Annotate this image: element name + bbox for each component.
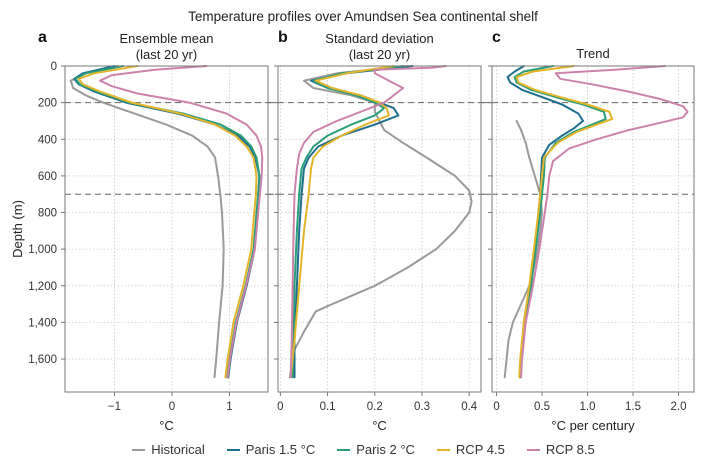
panels: a Ensemble mean(last 20 yr)−1 0 10200400600… (28, 29, 695, 433)
y-axis-label: Depth (m) (10, 200, 25, 258)
series-line-rcp-4-5 (289, 65, 395, 379)
panel-title: Trend (576, 46, 609, 61)
legend-item: RCP 8.5 (526, 442, 595, 457)
legend-swatch (132, 448, 146, 451)
x-tick-label: 0 (277, 401, 283, 413)
y-tick-label: 0 (51, 61, 57, 73)
x-tick-label: 1.0 (580, 401, 596, 413)
legend-item: Paris 1.5 °C (226, 442, 316, 457)
plot-frame (491, 65, 695, 393)
x-tick-label: 0.3 (414, 401, 430, 413)
plot-frame (64, 65, 269, 393)
legend-label: Paris 2 °C (356, 442, 415, 457)
y-tick-label: 1,600 (28, 354, 57, 366)
chart-title: Temperature profiles over Amundsen Sea c… (188, 9, 538, 24)
x-axis-label: °C (159, 418, 174, 433)
legend-label: RCP 8.5 (545, 442, 595, 457)
legend-swatch (436, 448, 450, 451)
panel-title: (last 20 yr) (349, 47, 410, 62)
legend-label: RCP 4.5 (455, 442, 505, 457)
legend-label: Paris 1.5 °C (245, 442, 316, 457)
panel-b: b Standard deviation(last 20 yr) 0 0.1 0.2 0.… (268, 29, 491, 433)
y-tick-label: 400 (38, 134, 57, 146)
series-line-rcp-8-5 (520, 65, 689, 379)
series-line-rcp-4-5 (515, 65, 614, 379)
legend-label: Historical (151, 442, 205, 457)
y-tick-label: 1,200 (28, 281, 57, 293)
series-line-paris-1-5-c (293, 65, 414, 379)
x-tick-label: 0 (169, 401, 175, 413)
series-line-rcp-8-5 (289, 65, 447, 379)
legend-swatch (526, 448, 540, 451)
series-line-historical (288, 65, 473, 379)
y-tick-label: 600 (38, 171, 57, 183)
x-tick-label: 0.2 (367, 401, 383, 413)
plot-frame (277, 65, 482, 393)
series-line-rcp-4-5 (77, 65, 258, 379)
legend-swatch (337, 448, 351, 451)
y-tick-label: 1,000 (28, 244, 57, 256)
x-tick-label: 1.5 (625, 401, 641, 413)
x-axis-label: °C per century (551, 418, 635, 433)
x-tick-label: 0.1 (320, 401, 336, 413)
series-line-rcp-8-5 (99, 65, 264, 379)
legend-item: RCP 4.5 (436, 442, 505, 457)
panel-title: Ensemble mean (120, 31, 214, 46)
x-tick-label: 0.5 (534, 401, 550, 413)
series-line-paris-2-c (513, 65, 607, 379)
panel-letter: c (492, 29, 501, 46)
panel-title: (last 20 yr) (136, 47, 197, 62)
y-tick-label: 800 (38, 208, 57, 220)
panel-letter: a (38, 29, 47, 46)
legend: Historical Paris 1.5 °C Paris 2 °C RCP 4.5 R… (0, 442, 727, 457)
y-tick-label: 1,400 (28, 317, 57, 329)
x-tick-label: −1 (108, 401, 121, 413)
x-tick-label: 0.4 (461, 401, 478, 413)
legend-item: Historical (132, 442, 205, 457)
panel-title: Standard deviation (325, 31, 433, 46)
legend-item: Paris 2 °C (337, 442, 415, 457)
panel-c: c Trend 0 0.5 1.0 1.5 2.0 °C per century (482, 29, 695, 433)
series-line-paris-2-c (291, 65, 405, 379)
panel-a: a Ensemble mean(last 20 yr) −1 0 1 0 200 400 600… (28, 29, 278, 433)
series-line-historical (69, 65, 225, 379)
x-tick-label: 1 (226, 401, 232, 413)
x-axis-label: °C (372, 418, 387, 433)
legend-swatch (226, 448, 240, 451)
y-tick-label: 200 (38, 98, 57, 110)
panel-letter: b (278, 29, 288, 46)
x-tick-label: 0 (493, 401, 499, 413)
series-line-historical (503, 119, 543, 379)
series-line-paris-1-5-c (506, 65, 584, 379)
x-tick-label: 2.0 (671, 401, 687, 413)
